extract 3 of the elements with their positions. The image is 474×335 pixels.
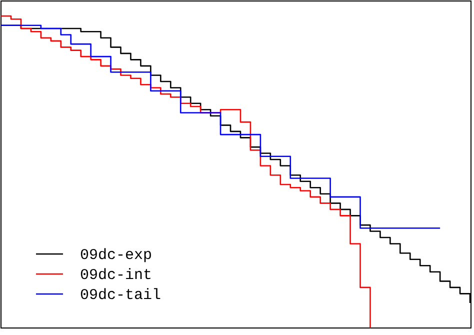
legend-label: 09dc-tail [80,287,162,304]
legend-label: 09dc-int [80,267,152,284]
legend-label: 09dc-exp [80,247,152,264]
